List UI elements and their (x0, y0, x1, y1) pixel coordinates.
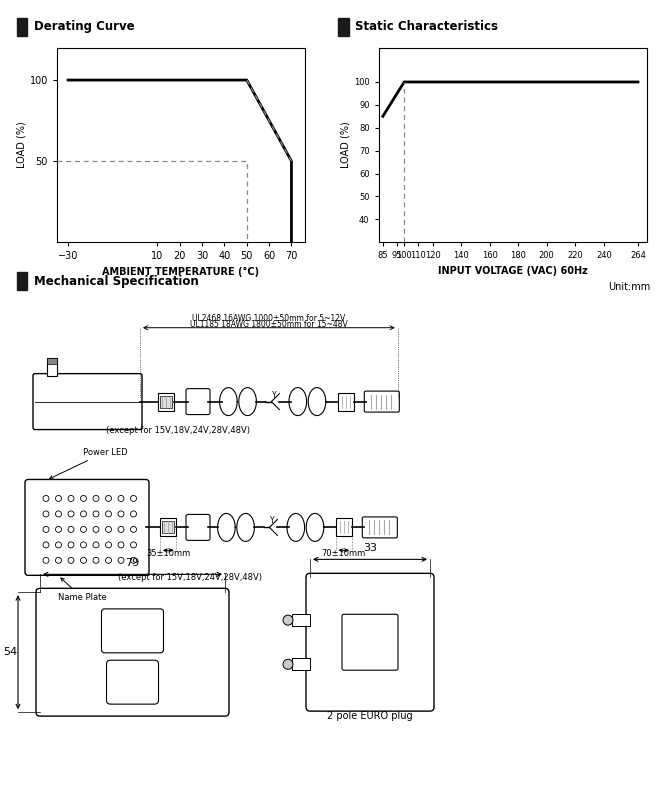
Circle shape (43, 542, 49, 548)
Bar (338, 392, 354, 410)
Circle shape (283, 659, 293, 669)
FancyBboxPatch shape (33, 374, 142, 430)
Text: UL1185 18AWG 1800±50mm for 15~48V: UL1185 18AWG 1800±50mm for 15~48V (190, 320, 348, 329)
Bar (160, 518, 176, 537)
Circle shape (105, 542, 111, 548)
Circle shape (56, 511, 62, 517)
Text: (except for 15V,18V,24V,28V,48V): (except for 15V,18V,24V,28V,48V) (118, 573, 262, 582)
Text: Name Plate: Name Plate (58, 578, 107, 603)
FancyBboxPatch shape (36, 588, 229, 716)
Circle shape (68, 557, 74, 564)
Bar (47, 357, 57, 364)
Circle shape (43, 511, 49, 517)
Text: 79: 79 (125, 558, 139, 569)
Circle shape (56, 542, 62, 548)
Circle shape (56, 526, 62, 533)
Y-axis label: LOAD (%): LOAD (%) (341, 121, 351, 168)
X-axis label: AMBIENT TEMPERATURE (°C): AMBIENT TEMPERATURE (°C) (103, 267, 259, 277)
Circle shape (43, 557, 49, 564)
Circle shape (93, 557, 99, 564)
Text: Unit:mm: Unit:mm (608, 283, 650, 292)
FancyBboxPatch shape (342, 615, 398, 670)
Text: 2 pole EURO plug: 2 pole EURO plug (327, 711, 413, 721)
FancyBboxPatch shape (107, 660, 159, 704)
Text: 70±10mm: 70±10mm (322, 549, 366, 558)
Circle shape (118, 542, 124, 548)
Circle shape (131, 511, 137, 517)
Bar (162, 522, 174, 534)
Circle shape (93, 526, 99, 533)
Circle shape (131, 542, 137, 548)
Text: Y: Y (272, 391, 277, 399)
Text: 35±10mm: 35±10mm (146, 549, 190, 558)
Text: Mechanical Specification: Mechanical Specification (34, 275, 198, 287)
Text: (except for 15V,18V,24V,28V,48V): (except for 15V,18V,24V,28V,48V) (106, 426, 250, 434)
Circle shape (93, 542, 99, 548)
Text: Derating Curve: Derating Curve (34, 21, 134, 33)
Circle shape (283, 615, 293, 625)
Circle shape (43, 526, 49, 533)
Circle shape (118, 495, 124, 502)
Circle shape (68, 495, 74, 502)
Circle shape (105, 526, 111, 533)
Circle shape (43, 495, 49, 502)
Bar (336, 518, 352, 537)
Circle shape (68, 526, 74, 533)
Circle shape (131, 495, 137, 502)
Text: Y: Y (270, 516, 275, 526)
Bar (292, 615, 310, 626)
Text: 54: 54 (3, 647, 17, 657)
Circle shape (131, 526, 137, 533)
Circle shape (105, 511, 111, 517)
Circle shape (105, 557, 111, 564)
Circle shape (80, 557, 86, 564)
Circle shape (56, 495, 62, 502)
FancyBboxPatch shape (186, 515, 210, 541)
Text: Static Characteristics: Static Characteristics (355, 21, 498, 33)
Text: 33: 33 (363, 543, 377, 553)
Circle shape (80, 495, 86, 502)
Circle shape (105, 495, 111, 502)
Y-axis label: LOAD (%): LOAD (%) (17, 121, 27, 168)
Circle shape (118, 557, 124, 564)
Circle shape (80, 526, 86, 533)
FancyBboxPatch shape (101, 609, 163, 653)
FancyBboxPatch shape (364, 391, 399, 412)
Circle shape (93, 495, 99, 502)
Circle shape (118, 526, 124, 533)
Bar (160, 395, 172, 407)
Bar (47, 357, 57, 376)
FancyBboxPatch shape (362, 517, 397, 538)
FancyBboxPatch shape (186, 388, 210, 414)
FancyBboxPatch shape (306, 573, 434, 711)
Circle shape (93, 511, 99, 517)
Circle shape (56, 557, 62, 564)
Circle shape (131, 557, 137, 564)
Circle shape (80, 542, 86, 548)
Text: UL2468 16AWG 1000±50mm for 5~12V: UL2468 16AWG 1000±50mm for 5~12V (192, 314, 346, 322)
Circle shape (68, 511, 74, 517)
Bar (158, 392, 174, 410)
Circle shape (80, 511, 86, 517)
Text: Power LED: Power LED (50, 448, 127, 479)
Bar (292, 658, 310, 670)
Circle shape (68, 542, 74, 548)
FancyBboxPatch shape (25, 480, 149, 576)
X-axis label: INPUT VOLTAGE (VAC) 60Hz: INPUT VOLTAGE (VAC) 60Hz (438, 266, 588, 276)
Circle shape (118, 511, 124, 517)
